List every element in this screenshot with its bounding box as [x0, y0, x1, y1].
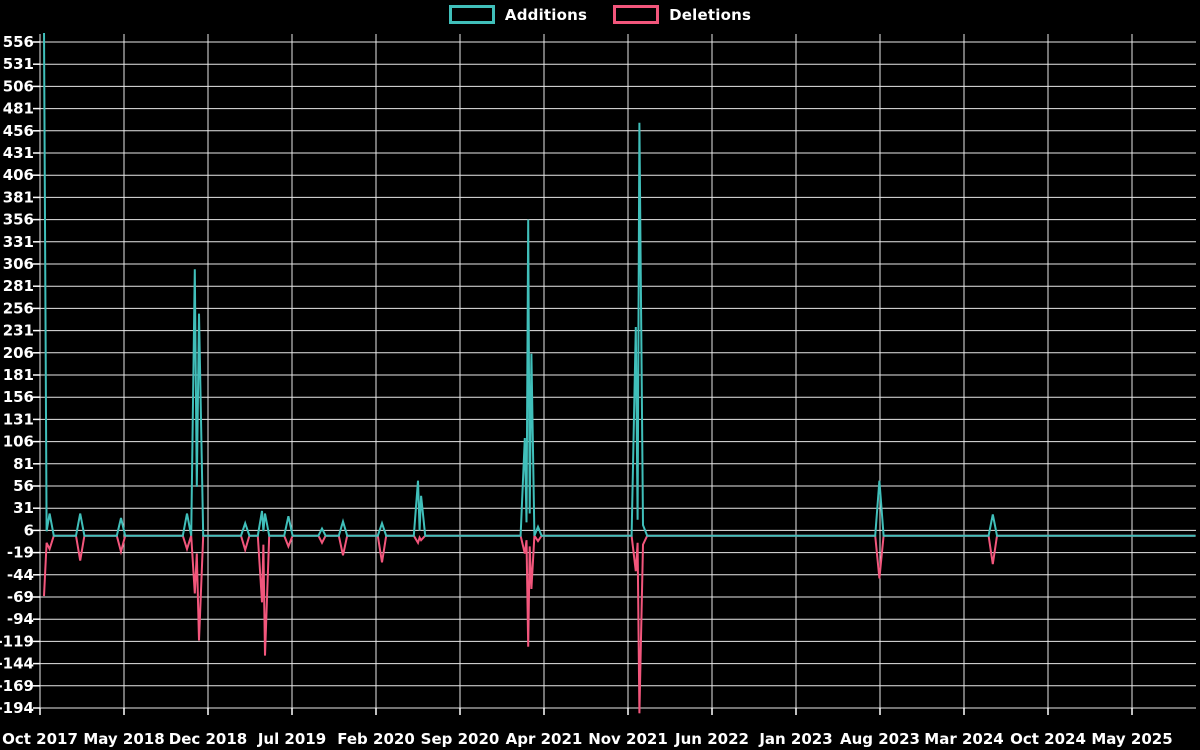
y-tick-label: 81 [13, 455, 34, 473]
x-tick-label: Feb 2020 [337, 730, 415, 748]
y-tick-label: 156 [3, 388, 34, 406]
y-tick-label: -144 [0, 655, 34, 673]
y-tick-label: 356 [3, 211, 34, 229]
x-tick-label: Mar 2024 [924, 730, 1003, 748]
x-tick-label: Jun 2022 [674, 730, 749, 748]
y-tick-label: 331 [3, 233, 34, 251]
deletions-legend-label: Deletions [669, 5, 752, 24]
x-tick-label: May 2025 [1091, 730, 1172, 748]
legend-item-deletions[interactable]: Deletions [613, 5, 751, 24]
y-tick-label: 181 [3, 366, 34, 384]
x-tick-label: Apr 2021 [506, 730, 583, 748]
additions-legend-label: Additions [504, 5, 588, 24]
legend-item-additions[interactable]: Additions [448, 5, 588, 24]
x-tick-label: Aug 2023 [840, 730, 920, 748]
y-tick-label: 281 [3, 277, 34, 295]
y-tick-label: 406 [3, 166, 34, 184]
y-tick-label: 6 [24, 521, 34, 539]
y-tick-label: -19 [7, 544, 34, 562]
x-tick-label: Oct 2017 [2, 730, 78, 748]
deletions-line [43, 532, 1196, 714]
x-tick-label: Jan 2023 [758, 730, 832, 748]
gridlines [39, 34, 1196, 709]
y-tick-label: 56 [13, 477, 34, 495]
y-tick-label: 456 [3, 122, 34, 140]
y-tick-label: 506 [3, 77, 34, 95]
y-tick-label: -119 [0, 632, 34, 650]
x-tick-label: Sep 2020 [421, 730, 500, 748]
y-tick-label: 431 [3, 144, 34, 162]
additions-line [43, 33, 1196, 537]
y-tick-label: -194 [0, 699, 34, 717]
y-tick-label: 256 [3, 299, 34, 317]
y-tick-label: -169 [0, 677, 34, 695]
y-tick-label: 106 [3, 433, 34, 451]
y-tick-label: 206 [3, 344, 34, 362]
y-tick-label: -94 [7, 610, 34, 628]
y-tick-label: 531 [3, 55, 34, 73]
x-tick-label: Oct 2024 [1010, 730, 1086, 748]
x-tick-label: May 2018 [83, 730, 164, 748]
y-tick-label: 306 [3, 255, 34, 273]
y-tick-label: 381 [3, 188, 34, 206]
series-lines [43, 33, 1196, 714]
y-tick-label: 481 [3, 100, 34, 118]
x-tick-label: Nov 2021 [588, 730, 668, 748]
chart-legend: Additions Deletions [0, 5, 1200, 24]
additions-swatch [448, 5, 495, 24]
deletions-swatch [613, 5, 660, 24]
x-tick-label: Dec 2018 [169, 730, 248, 748]
y-axis-labels: 556 531 506 481 456 431 406 381 356 331 306 281 256 2… [0, 33, 34, 717]
x-tick-label: Jul 2019 [257, 730, 326, 748]
y-tick-label: -69 [7, 588, 34, 606]
axis-ticks [33, 41, 1133, 715]
y-tick-label: 556 [3, 33, 34, 51]
y-tick-label: 131 [3, 410, 34, 428]
y-tick-label: 31 [13, 499, 34, 517]
y-tick-label: 231 [3, 322, 34, 340]
y-tick-label: -44 [7, 566, 34, 584]
x-axis-labels: Oct 2017 May 2018 Dec 2018 Jul 2019 Feb 2020… [2, 730, 1173, 748]
